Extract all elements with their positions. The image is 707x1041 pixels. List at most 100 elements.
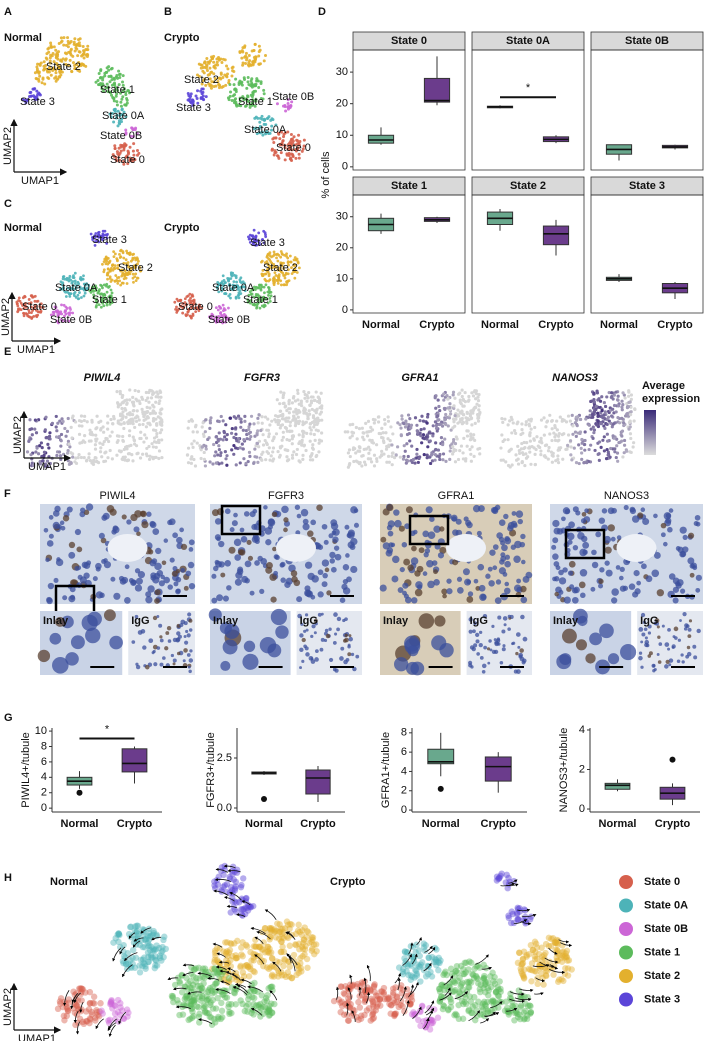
nucleus (399, 526, 405, 532)
cell-dot (138, 418, 141, 421)
nucleus (630, 508, 636, 514)
cell-dot (80, 414, 83, 417)
axis-title: UMAP2 (0, 298, 12, 336)
cell-dot (26, 450, 29, 453)
cell-dot (233, 99, 236, 102)
nucleus (664, 664, 669, 669)
nucleus (306, 591, 313, 598)
nucleus (316, 504, 323, 511)
nucleus (347, 645, 350, 648)
cell-dot (69, 308, 72, 311)
cell-dot (250, 415, 253, 418)
cell-dot (256, 429, 259, 432)
cell-dot (116, 280, 119, 283)
cell-dot (126, 282, 129, 285)
nucleus (415, 589, 423, 597)
cell-dot (507, 464, 510, 467)
cell-dot (230, 273, 233, 276)
cell-dot (588, 424, 591, 427)
cell-dot (262, 433, 265, 436)
panel-label: C (4, 198, 12, 210)
cell-dot (355, 426, 358, 429)
cell-dot (139, 437, 142, 440)
igg-label: IgG (300, 615, 318, 627)
nucleus (654, 668, 657, 671)
nucleus (110, 577, 115, 582)
cell-dot (433, 459, 436, 462)
cell-dot (53, 45, 56, 48)
cell-dot (537, 444, 540, 447)
cell-dot (142, 440, 145, 443)
cell-dot (410, 424, 413, 427)
cell-dot (246, 80, 249, 83)
nucleus (302, 638, 306, 642)
cell-dot (470, 423, 473, 426)
nucleus (386, 550, 393, 557)
cell-dot (444, 423, 447, 426)
nucleus (283, 517, 288, 522)
cell-dot (105, 262, 108, 265)
nucleus (76, 547, 82, 553)
nucleus (503, 616, 508, 621)
nucleus (234, 554, 241, 561)
cell-dot (500, 433, 503, 436)
cell-dot (154, 962, 160, 968)
nucleus (512, 511, 517, 516)
cell-dot (377, 415, 380, 418)
nucleus (479, 585, 486, 592)
cell-dot (254, 43, 257, 46)
cell-dot (358, 427, 361, 430)
cell-dot (315, 455, 318, 458)
cell-dot (395, 453, 398, 456)
cell-dot (367, 420, 370, 423)
cell-cloud (55, 863, 320, 1028)
cell-dot (514, 453, 517, 456)
cell-dot (225, 438, 228, 441)
nucleus (343, 639, 347, 643)
nucleus (341, 584, 347, 590)
cell-dot (212, 443, 215, 446)
cell-dot (297, 409, 300, 412)
cell-dot (571, 433, 574, 436)
cell-dot (517, 462, 520, 465)
cell-dot (582, 461, 585, 464)
cell-dot (257, 413, 260, 416)
cell-dot (149, 423, 152, 426)
cell-dot (245, 58, 248, 61)
cell-dot (539, 437, 542, 440)
nucleus (344, 634, 347, 637)
cell-dot (158, 389, 161, 392)
cell-dot (597, 419, 600, 422)
cell-dot (163, 946, 169, 952)
nucleus (45, 558, 50, 563)
cell-dot (222, 274, 225, 277)
cell-dot (130, 126, 133, 129)
cell-dot (387, 455, 390, 458)
cell-dot (428, 431, 431, 434)
cell-dot (268, 432, 271, 435)
cell-dot (305, 400, 308, 403)
nucleus (101, 559, 106, 564)
cell-dot (115, 454, 118, 457)
cell-dot (95, 426, 98, 429)
cell-dot (62, 453, 65, 456)
cell-dot (475, 392, 478, 395)
cell-dot (40, 441, 43, 444)
cell-dot (117, 403, 120, 406)
nucleus (589, 632, 602, 645)
nucleus (130, 579, 137, 586)
cell-dot (282, 105, 285, 108)
cell-dot (125, 398, 128, 401)
cell-dot (459, 411, 462, 414)
cell-dot (83, 415, 86, 418)
cell-dot (309, 404, 312, 407)
cell-dot (137, 969, 143, 975)
cell-dot (240, 57, 243, 60)
cell-dot (301, 420, 304, 423)
cell-dot (59, 454, 62, 457)
cell-dot (405, 422, 408, 425)
cell-dot (404, 420, 407, 423)
cell-dot (592, 392, 595, 395)
cell-dot (114, 280, 117, 283)
facet-title: State 0B (625, 35, 669, 47)
